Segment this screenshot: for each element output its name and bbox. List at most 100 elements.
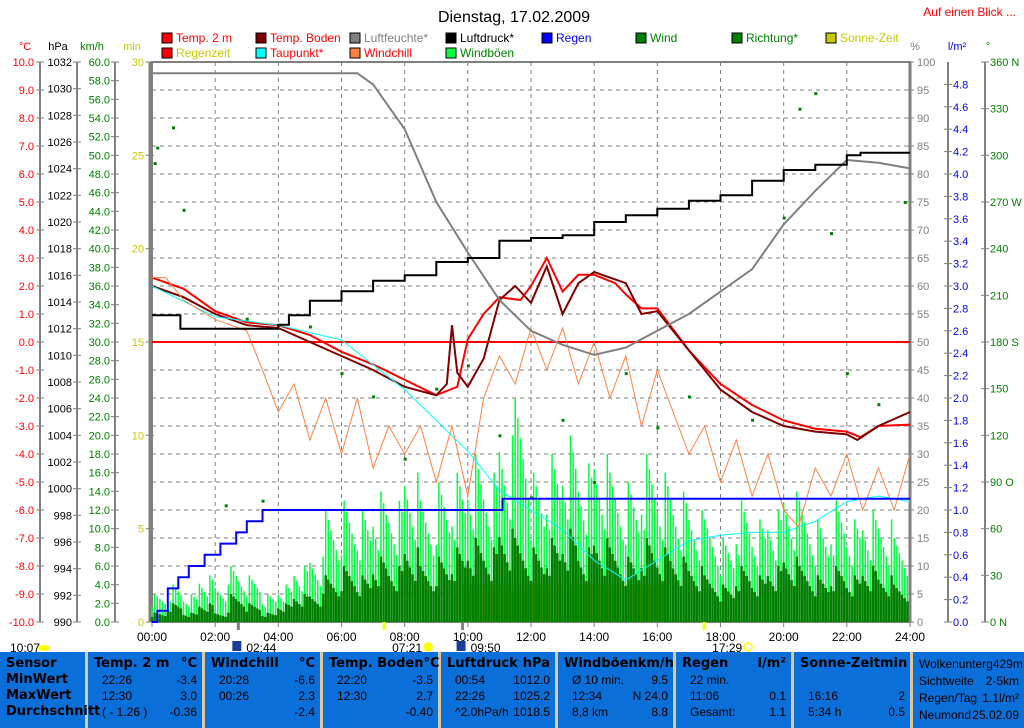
stat-unit: km/h: [637, 656, 674, 671]
axis-tick-label-celsius: -4.0: [15, 449, 34, 461]
legend-label: Windböen: [460, 46, 514, 60]
event-time-label: 02:44: [246, 641, 276, 652]
stat-row: 22:26 -3.4: [94, 672, 197, 688]
axis-tick-label-degrees: 150: [990, 384, 1008, 396]
axis-tick-label-min: 20: [132, 244, 144, 256]
event-time-label: 17:29: [712, 641, 742, 652]
axis-tick-label-hpa: 998: [54, 510, 72, 522]
stat-time: 12:30: [102, 689, 133, 703]
stat-time: 12:30: [337, 689, 368, 703]
stat-time: [211, 704, 219, 720]
stat-value: -3.4: [176, 673, 197, 687]
axis-tick-label-percent: 40: [917, 393, 929, 405]
axis-tick-label-hpa: 1012: [48, 324, 72, 336]
axis-tick-label-rain: 3.4: [953, 236, 968, 248]
stat-row: -0.40: [329, 704, 433, 720]
axis-tick-label-kmh: 60.0: [89, 57, 110, 69]
x-tick-label: 02:00: [200, 630, 230, 644]
axis-tick-label-kmh: 36.0: [89, 281, 110, 293]
legend-swatch: [161, 47, 173, 59]
direction-point: [903, 201, 907, 204]
axis-tick-label-kmh: 58.0: [89, 76, 110, 88]
axis-tick-label-celsius: 7.0: [19, 141, 34, 153]
axis-tick-label-rain: 1.4: [953, 460, 968, 472]
stat-row: 22 min.: [682, 672, 786, 688]
axis-tick-label-percent: 55: [917, 309, 929, 321]
event-time-label: 07:21: [392, 641, 422, 652]
axis-tick-label-hpa: 1020: [48, 217, 72, 229]
series-line: [152, 277, 911, 528]
stat-column: Windböen km/h Ø 10 min. 9.5 12:34 N 24.0 8,8 k…: [558, 652, 676, 728]
axis-tick-label-kmh: 20.0: [89, 430, 110, 442]
overview-link[interactable]: Auf einen Blick ...: [923, 5, 1016, 19]
stat-value: -0.40: [405, 705, 433, 719]
axis-tick-label-degrees: 90 O: [990, 477, 1014, 489]
axis-tick-label-degrees: 180 S: [990, 337, 1019, 349]
axis-tick-label-degrees: 240: [990, 244, 1008, 256]
axis-tick-label-percent: 50: [917, 337, 929, 349]
stat-unit: hPa: [522, 656, 550, 671]
axis-tick-label-rain: 4.8: [953, 79, 968, 91]
axis-tick-label-kmh: 28.0: [89, 356, 110, 368]
stat-row: 5:34 h 0.5: [800, 704, 905, 720]
direction-point: [624, 372, 628, 376]
direction-point: [877, 403, 881, 407]
axis-tick-label-hpa: 996: [54, 537, 72, 549]
stat-unit: °C: [423, 656, 440, 671]
stat-column: Windchill °C 20:28 -6.6 00:26 2.3 -2.4: [205, 652, 323, 728]
axis-tick-label-hpa: 1010: [48, 350, 72, 362]
stat-header: Temp. 2 m °C: [94, 656, 197, 672]
axis-tick-label-kmh: 24.0: [89, 393, 110, 405]
legend-label: Luftdruck*: [460, 31, 514, 45]
stat-column: Temp. 2 m °C 22:26 -3.4 12:30 3.0 ( - 1.26 ) -0…: [88, 652, 205, 728]
axis-tick-label-rain: 1.8: [953, 415, 968, 427]
direction-point: [782, 216, 786, 220]
legend-label: Taupunkt*: [270, 46, 324, 60]
axis-tick-label-percent: 20: [917, 505, 929, 517]
stat-title: Windböen: [564, 656, 638, 671]
info-label: Wolkenunterg: [919, 657, 993, 671]
series-line: [152, 497, 910, 623]
axis-tick-label-kmh: 6.0: [95, 561, 110, 573]
axis-tick-label-rain: 2.4: [953, 348, 968, 360]
axis-tick-label-kmh: 10.0: [89, 524, 110, 536]
stat-time: ^2.0hPa/h: [455, 705, 509, 719]
axis-tick-label-celsius: 4.0: [19, 225, 34, 237]
moon-cloud-icon: [38, 645, 50, 651]
axis-tick-label-percent: 65: [917, 253, 929, 265]
direction-point: [245, 317, 249, 321]
stat-row: 12:30 2.7: [329, 688, 433, 704]
axis-tick-label-kmh: 52.0: [89, 132, 110, 144]
stat-value: -0.36: [169, 705, 197, 719]
axis-tick-label-min: 10: [132, 430, 144, 442]
stat-value: -3.5: [412, 673, 433, 687]
legend-swatch: [349, 47, 361, 59]
axis-tick-label-kmh: 50.0: [89, 150, 110, 162]
axis-tick-label-rain: 0.6: [953, 550, 968, 562]
axis-tick-label-celsius: -1.0: [15, 365, 34, 377]
axis-tick-label-rain: 2.8: [953, 303, 968, 315]
direction-point: [845, 372, 849, 376]
axis-tick-label-hpa: 1030: [48, 84, 72, 96]
axis-tick-label-degrees: 270 W: [990, 197, 1022, 209]
axis-tick-label-kmh: 34.0: [89, 300, 110, 312]
series-line: [151, 285, 911, 581]
info-value: 2-5km: [985, 674, 1019, 688]
stat-title: Luftdruck: [447, 656, 518, 671]
direction-point: [372, 395, 376, 399]
axis-tick-label-celsius: -7.0: [15, 533, 34, 545]
stat-time: 5:34 h: [808, 705, 842, 719]
axis-tick-label-percent: 90: [917, 113, 929, 125]
stat-column: Temp. Boden °C 22:20 -3.5 12:30 2.7 -0.40: [323, 652, 441, 728]
axis-tick-label-kmh: 4.0: [95, 580, 110, 592]
axis-tick-label-rain: 0.2: [953, 595, 968, 607]
axis-tick-label-rain: 3.8: [953, 191, 968, 203]
sensor-column: Sensor MinWert MaxWert Durchschnitt: [0, 652, 100, 728]
stat-time: 20:28: [219, 673, 250, 687]
axis-tick-label-hpa: 1022: [48, 190, 72, 202]
axis-tick-label-rain: 4.6: [953, 102, 968, 114]
direction-point: [498, 434, 502, 438]
axis-tick-label-min: 5: [138, 524, 144, 536]
stat-value: 1012.0: [513, 673, 550, 687]
legend-swatch: [255, 32, 267, 44]
